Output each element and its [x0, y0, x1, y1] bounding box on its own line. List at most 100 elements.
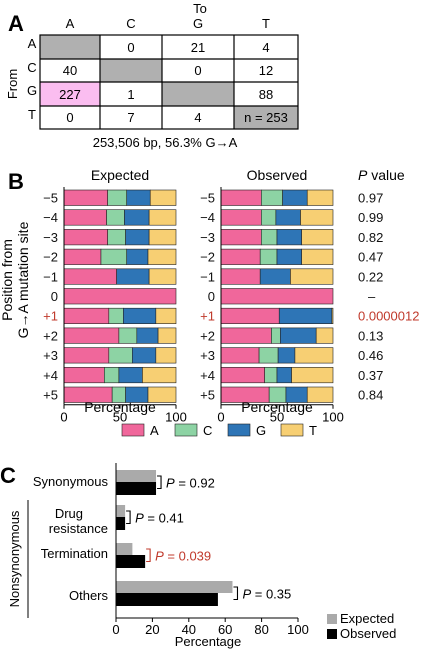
stacked-bar-segment-a	[63, 366, 105, 384]
position-label: −1	[43, 269, 58, 284]
stacked-bar-segment-t	[148, 229, 177, 246]
table-row-header: A	[28, 36, 37, 51]
position-label: +5	[200, 388, 215, 403]
bar-observed	[116, 593, 218, 606]
diagonal-cell	[40, 35, 100, 59]
pvalue-p: P	[155, 548, 164, 563]
stacked-bar-segment-t	[300, 209, 334, 226]
stacked-bar-segment-a	[220, 366, 265, 384]
stacked-bar-segment-a	[63, 248, 102, 265]
pvalue-label: 0.47	[358, 250, 383, 265]
bar-expected	[116, 543, 133, 555]
stacked-bar-segment-c	[258, 347, 279, 364]
table-cell: 4	[194, 110, 201, 125]
table-cell: 12	[259, 63, 273, 78]
panel-label-c: C	[0, 463, 16, 488]
expected-stacked-bars	[63, 189, 177, 403]
stacked-bar-segment-t	[291, 366, 334, 384]
table-row-header: G	[27, 83, 37, 98]
stacked-bar-segment-a	[63, 307, 110, 325]
table-cell: 88	[259, 87, 273, 102]
stacked-bar-segment-c	[271, 327, 281, 344]
bar-expected	[116, 470, 157, 482]
diagonal-cell	[100, 59, 162, 82]
stacked-bar-segment-t	[142, 366, 177, 384]
pvalue-rest: = 0.039	[164, 548, 211, 563]
stacked-bar-segment-g	[118, 366, 143, 384]
position-label: +2	[200, 328, 215, 343]
stacked-bar-segment-a	[220, 288, 334, 305]
category-label: Others	[69, 588, 109, 603]
table-cell: 1	[127, 87, 134, 102]
bar-expected	[116, 505, 126, 517]
pvalue-label: 0.13	[358, 328, 383, 343]
x-tick-label: 100	[287, 622, 309, 637]
pvalue-header-rest: value	[367, 167, 405, 183]
table-to-label: To	[193, 1, 207, 16]
position-label: −3	[43, 230, 58, 245]
position-label: 0	[208, 289, 215, 304]
legend-swatch-t	[280, 423, 304, 437]
stacked-bar-segment-c	[108, 347, 133, 364]
position-label: +2	[43, 328, 58, 343]
significance-bracket	[126, 510, 131, 525]
legend-swatch-observed	[327, 629, 337, 639]
table-cell: 0	[66, 110, 73, 125]
xlabel-observed: Percentage	[241, 399, 313, 415]
bar-observed	[116, 482, 157, 495]
legend-swatch-g	[227, 423, 251, 437]
stacked-bar-segment-t	[155, 307, 177, 325]
category-pvalue: P = 0.92	[166, 475, 215, 490]
legend-label-t: T	[309, 423, 317, 438]
category-bars	[116, 470, 233, 606]
diagonal-cell	[162, 82, 234, 106]
legend-swatch-expected	[327, 614, 337, 624]
legend-label-g: G	[256, 423, 266, 438]
position-label: +4	[43, 368, 58, 383]
pvalue-label: 0.82	[358, 230, 383, 245]
table-row-header: C	[27, 60, 36, 75]
stacked-bar-segment-g	[276, 229, 302, 246]
stacked-bar-segment-t	[290, 268, 334, 285]
table-col-header: A	[66, 16, 75, 31]
position-labels-observed: −5 −4 −3 −2 −1 0 +1 +2 +3 +4 +5	[200, 191, 215, 403]
pvalue-p: P	[166, 475, 175, 490]
pvalue-label: 0.46	[358, 348, 383, 363]
position-label: −5	[200, 191, 215, 206]
stacked-bar-segment-t	[148, 268, 177, 285]
x-tick-label: 80	[254, 622, 268, 637]
stacked-bar-segment-g	[126, 189, 151, 206]
group-label-nonsynonymous: Nonsynonymous	[7, 510, 22, 607]
ylabel-position-2: G→A mutation site	[15, 221, 31, 338]
pvalue-column: 0.97 0.99 0.82 0.47 0.22 – 0.0000012 0.13 0.46 0.…	[358, 191, 419, 403]
xlabel-expected: Percentage	[84, 399, 156, 415]
stacked-bar-segment-g	[136, 327, 159, 344]
stacked-bar-segment-g	[124, 209, 150, 226]
stacked-bar-segment-t	[147, 248, 177, 265]
table-row-header: T	[28, 107, 36, 122]
x-tick-label: 50	[113, 410, 127, 425]
pvalue-header-p: P	[358, 167, 368, 183]
position-label: +3	[43, 348, 58, 363]
x-tick-label: 60	[218, 622, 232, 637]
stacked-bar-segment-a	[220, 327, 272, 344]
stacked-bar-segment-t	[306, 386, 334, 403]
significance-bracket	[157, 475, 162, 490]
position-label: −1	[200, 269, 215, 284]
pvalue-label: 0.99	[358, 210, 383, 225]
table-col-header: T	[262, 16, 270, 31]
stacked-bar-segment-t	[294, 347, 334, 364]
table-cell: 0	[194, 63, 201, 78]
stacked-bar-segment-c	[108, 307, 124, 325]
stacked-bar-segment-t	[315, 327, 334, 344]
pvalue-p: P	[242, 586, 251, 601]
pvalue-label: 0.84	[358, 388, 383, 403]
position-label: +1	[43, 309, 58, 324]
position-label: −4	[200, 210, 215, 225]
stacked-bar-segment-g	[276, 248, 302, 265]
position-label: −2	[43, 250, 58, 265]
stacked-bar-segment-a	[220, 229, 262, 246]
stacked-bar-segment-g	[125, 229, 150, 246]
table-cell: 227	[59, 87, 81, 102]
